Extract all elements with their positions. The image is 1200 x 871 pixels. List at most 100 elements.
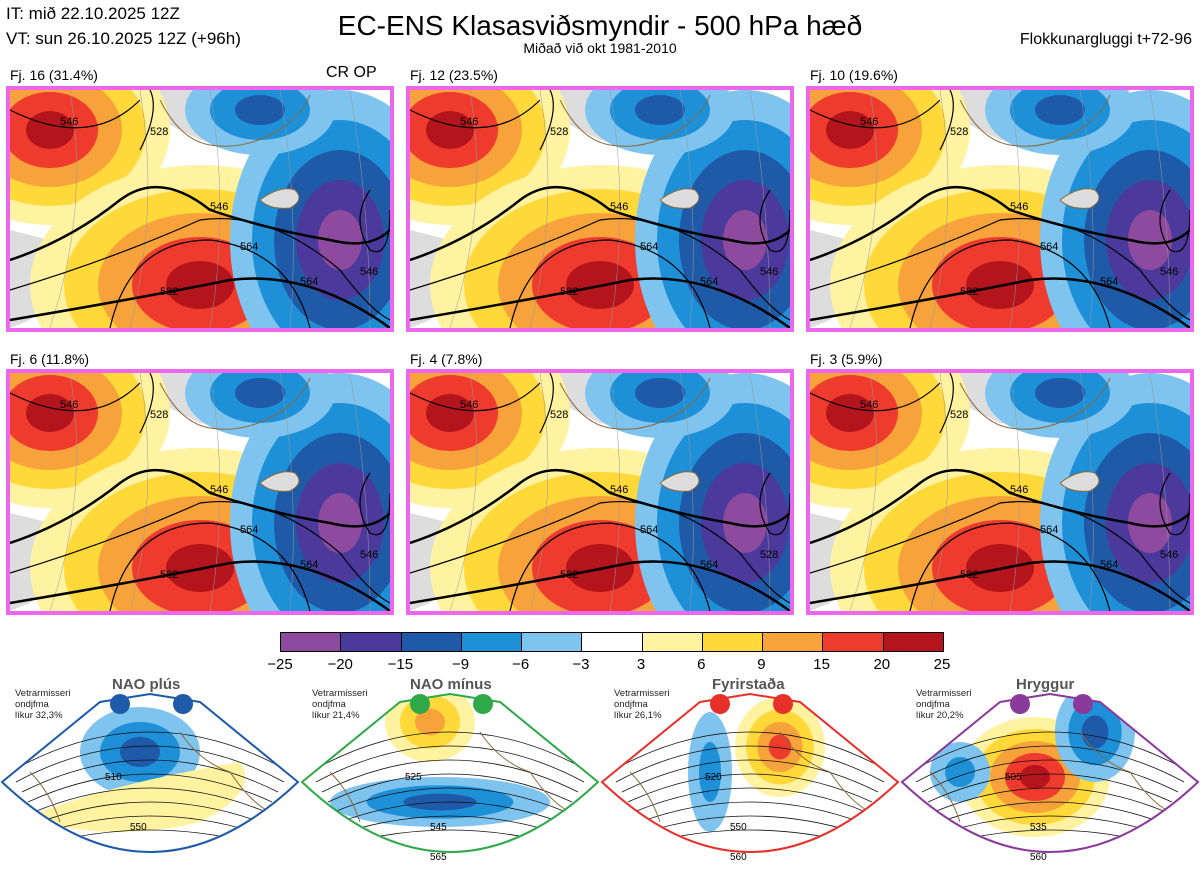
contour-label: 582 (560, 286, 578, 298)
anomaly-blob (1035, 378, 1085, 408)
graticule-line (349, 373, 371, 611)
height-contour (909, 239, 1111, 328)
anomaly-map: 546 564 582 528 546 564 528 (410, 373, 790, 611)
anomaly-map: 546 564 582 528 546 564 546 (810, 90, 1190, 328)
regime-contour (33, 787, 267, 813)
graticule-line (449, 373, 477, 611)
regime-months: ondjfma (312, 699, 346, 710)
height-contour (810, 382, 941, 412)
regime-contour (939, 801, 1161, 823)
contour-label: 528 (550, 126, 568, 138)
cluster-map-panel: 546 564 582 528 546 564 546 (6, 86, 394, 332)
regime-contour (39, 801, 261, 823)
graticule-line (209, 90, 221, 328)
height-contour (1159, 189, 1190, 253)
contour-label: 528 (760, 549, 778, 561)
anomaly-blob (1128, 210, 1172, 270)
height-contour (410, 99, 541, 129)
regime-probability: líkur 26,1% (614, 710, 662, 721)
regime-contour-label: 560 (1030, 852, 1047, 863)
contour-label: 564 (240, 524, 258, 536)
contour-label: 528 (150, 126, 168, 138)
colorbar-tick-label: −25 (267, 656, 293, 673)
height-contour (359, 472, 390, 536)
regime-contour (339, 801, 561, 823)
regime-2-info: Vetrarmisseri ondjfma líkur 21,4% (312, 688, 367, 721)
height-contour (10, 217, 390, 321)
regime-marker (773, 694, 793, 714)
height-contour (10, 500, 390, 604)
regime-marker (173, 694, 193, 714)
coastline (159, 94, 311, 147)
regime-1-info: Vetrarmisseri ondjfma líkur 32,3% (15, 688, 70, 721)
regime-probability: líkur 21,4% (312, 710, 360, 721)
height-contour (939, 90, 954, 151)
graticule-line (279, 373, 294, 611)
regime-contour-label: 510 (105, 772, 122, 783)
graticule-line (1009, 373, 1021, 611)
colorbar-swatch (642, 633, 703, 651)
regime-3-title: Fyrirstaða (712, 676, 785, 693)
height-contour (539, 90, 554, 151)
panel-6-label: Fj. 3 (5.9%) (810, 351, 883, 367)
anomaly-blob (235, 378, 285, 408)
regime-contour-label: 505 (1005, 772, 1022, 783)
regime-months: ondjfma (916, 699, 950, 710)
anomaly-blob (768, 734, 792, 760)
height-contour (810, 500, 1190, 604)
regime-contour (27, 773, 273, 803)
panel-4-label: Fj. 6 (11.8%) (10, 351, 90, 367)
height-contour (1159, 472, 1190, 536)
graticule-line (49, 373, 77, 611)
panel-5-label: Fj. 4 (7.8%) (410, 351, 483, 367)
regime-marker (110, 694, 130, 714)
height-contour (10, 382, 141, 412)
anomaly-blob (415, 708, 445, 736)
coastline (559, 377, 711, 430)
regime-contour (9, 731, 291, 773)
colorbar-swatch (883, 633, 943, 651)
contour-label: 582 (560, 569, 578, 581)
anomaly-blob (826, 394, 874, 432)
regime-contour (45, 815, 255, 833)
anomaly-blob (1020, 765, 1050, 789)
regime-season: Vetrarmisseri (15, 688, 71, 699)
regime-probability: líkur 32,3% (15, 710, 63, 721)
anomaly-map: 546 564 582 528 546 564 546 (410, 90, 790, 328)
iceland-coast (259, 471, 300, 492)
anomaly-blob (40, 762, 245, 832)
regime-contour (933, 787, 1167, 813)
contour-label: 564 (1100, 559, 1118, 571)
regime-season: Vetrarmisseri (916, 688, 972, 699)
contour-label: 564 (640, 241, 658, 253)
contour-label: 546 (460, 116, 478, 128)
regime-contour-label: 535 (1030, 822, 1047, 833)
regime-contour-label: 550 (130, 822, 147, 833)
cluster-map-panel: 546 564 582 528 546 564 546 (806, 369, 1194, 615)
contour-label: 564 (700, 559, 718, 571)
colorbar-tick-label: −9 (451, 656, 470, 673)
cluster-map-panel: 546 564 582 528 546 564 546 (806, 86, 1194, 332)
height-contour (410, 185, 790, 262)
iceland-coast (259, 188, 300, 209)
regime-3-info: Vetrarmisseri ondjfma líkur 26,1% (614, 688, 669, 721)
cluster-map-panel: 546 564 582 528 546 564 528 (406, 369, 794, 615)
regime-outline (600, 692, 900, 853)
regime-coastline (29, 771, 61, 823)
height-contour (410, 500, 790, 604)
colorbar-swatch (823, 633, 884, 651)
anomaly-blob (26, 394, 74, 432)
contour-label: 546 (1010, 201, 1028, 213)
graticule-line (349, 90, 371, 328)
coastline (159, 377, 311, 430)
coastline (959, 377, 1111, 430)
regime-ridge: 505 535 560 (900, 692, 1200, 863)
anomaly-blob (426, 111, 474, 149)
height-contour (410, 382, 541, 412)
height-contour (759, 472, 790, 536)
height-contour (810, 217, 1190, 321)
regime-contour (909, 731, 1191, 773)
cluster-map-panel: 546 564 582 528 546 564 546 (6, 369, 394, 615)
graticule-line (679, 90, 694, 328)
anomaly-blob (723, 210, 767, 270)
